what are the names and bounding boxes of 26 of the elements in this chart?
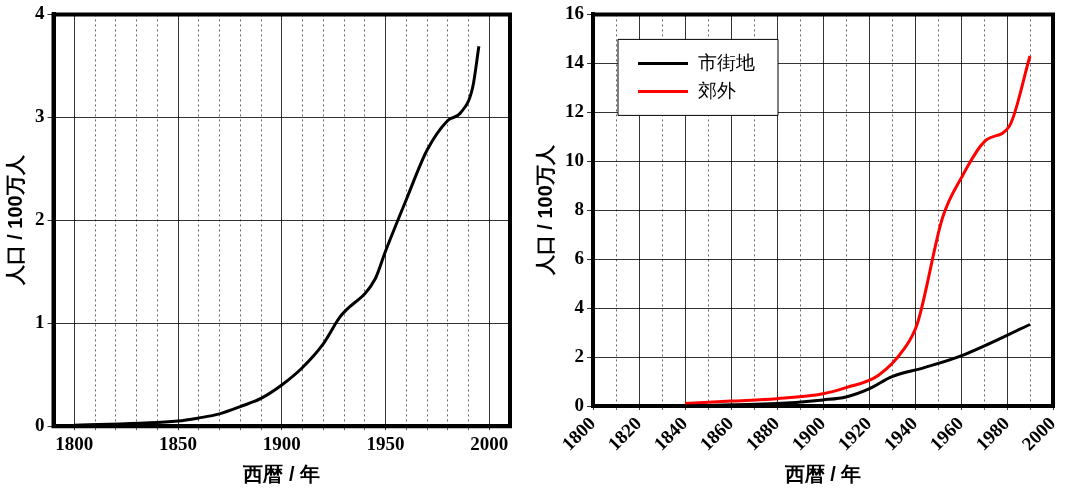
y-tick-label: 4 — [35, 2, 45, 24]
y-tick-label: 16 — [565, 2, 584, 24]
y-axis-title: 人口 / 100万人 — [3, 154, 26, 287]
legend-label: 市街地 — [698, 51, 755, 73]
x-tick-label: 1950 — [366, 432, 405, 454]
x-axis-title: 西暦 / 年 — [242, 462, 321, 485]
y-tick-label: 0 — [574, 393, 584, 415]
y-tick-label: 2 — [574, 344, 584, 366]
x-tick-label: 1800 — [55, 432, 94, 454]
line-series — [683, 54, 1032, 406]
x-tick-label: 1850 — [159, 432, 197, 454]
y-axis-title: 人口 / 100万人 — [533, 144, 556, 277]
y-tick-label: 4 — [574, 296, 585, 318]
y-tick-label: 6 — [574, 247, 584, 269]
y-tick-label: 10 — [565, 149, 584, 171]
y-tick-label: 1 — [35, 311, 45, 333]
y-tick-label: 12 — [565, 100, 584, 122]
y-tick-label: 14 — [565, 51, 585, 73]
y-tick-label: 0 — [35, 414, 45, 436]
x-tick-label: 2000 — [470, 432, 509, 454]
y-tick-label: 3 — [35, 105, 45, 127]
legend-label: 郊外 — [698, 79, 736, 101]
y-tick-label: 8 — [574, 198, 584, 220]
y-tick-label: 2 — [35, 208, 45, 230]
x-axis-title: 西暦 / 年 — [783, 462, 862, 485]
x-tick-label: 1900 — [262, 432, 301, 454]
